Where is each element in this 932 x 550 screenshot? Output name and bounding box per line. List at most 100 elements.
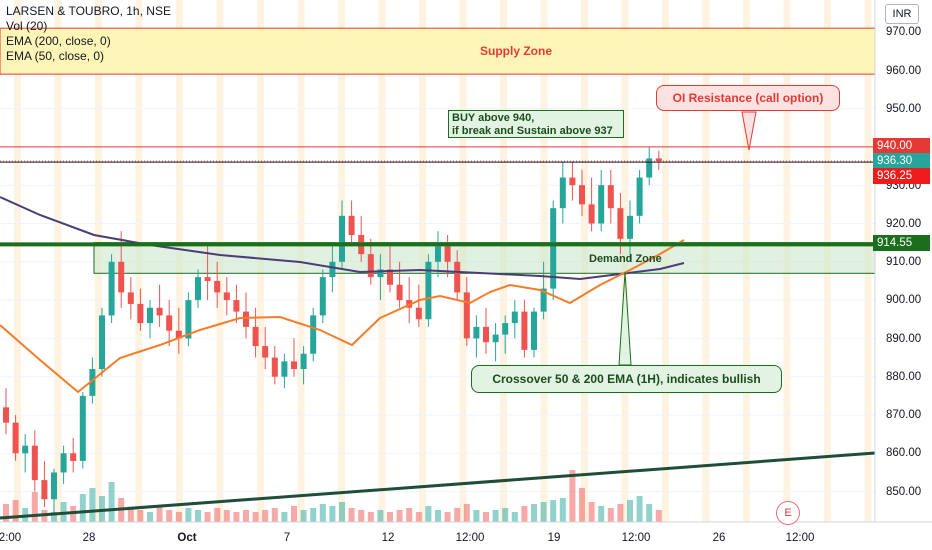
candle-body: [127, 292, 134, 304]
x-tick-4: 7: [283, 532, 291, 544]
volume-bar: [579, 488, 585, 522]
volume-bar: [156, 506, 163, 522]
candle-body: [147, 307, 153, 324]
volume-bar: [511, 512, 518, 522]
legend: LARSEN & TOUBRO, 1h, NSE Vol (20) EMA (2…: [6, 4, 171, 64]
oi-resistance-callout[interactable]: OI Resistance (call option): [656, 85, 840, 111]
candle-body: [118, 261, 125, 293]
volume-bar: [454, 508, 461, 522]
volume-bar: [281, 512, 288, 522]
candle-body: [483, 326, 489, 343]
volume-bar: [319, 504, 326, 522]
candle-body: [627, 215, 633, 239]
volume-bar: [166, 510, 173, 522]
supply-zone-box: [0, 27, 876, 75]
candle-body: [89, 369, 96, 396]
candle-body: [550, 208, 557, 289]
volume-bar: [396, 510, 403, 522]
volume-bar: [89, 488, 96, 522]
candle-body: [636, 177, 643, 216]
y-tick-920: 920.00: [886, 218, 922, 230]
candle-body: [51, 472, 57, 500]
indicator-volume[interactable]: Vol (20): [6, 19, 48, 33]
y-tick-950: 950.00: [886, 103, 922, 115]
volume-bar: [387, 512, 393, 522]
candle-body: [70, 453, 77, 461]
x-tick-10: 12:00: [785, 532, 815, 544]
candle-body: [185, 300, 192, 339]
candle-body: [598, 185, 605, 224]
volume-bar: [243, 510, 249, 522]
volume-bar: [463, 504, 470, 522]
buy-note-line2: if break and Sustain above 937: [452, 125, 613, 137]
candle-body: [204, 277, 211, 281]
candle-body: [12, 422, 19, 454]
candle-body: [559, 177, 566, 209]
volume-bar: [127, 508, 134, 522]
y-tick-890: 890.00: [886, 333, 922, 345]
candle-body: [31, 445, 38, 481]
indicator-ema-50[interactable]: EMA (50, close, 0): [6, 49, 105, 63]
candle-body: [243, 311, 249, 327]
volume-bar: [233, 512, 240, 522]
candle-body: [367, 254, 374, 278]
volume-bar: [348, 508, 355, 522]
candle-body: [540, 288, 547, 312]
candle-body: [502, 323, 509, 335]
candle-body: [492, 334, 499, 343]
buy-note[interactable]: BUY above 940, if break and Sustain abov…: [448, 110, 624, 138]
currency-button[interactable]: INR: [885, 4, 919, 24]
volume-bar: [425, 506, 432, 522]
volume-bar: [252, 512, 259, 522]
candle-body: [300, 353, 307, 370]
volume-bar: [310, 508, 317, 522]
candle-body: [329, 261, 336, 278]
candle-body: [166, 315, 173, 331]
x-tick-8: 12:00: [621, 532, 651, 544]
demand-zone-box: [93, 242, 876, 274]
candle-body: [521, 311, 528, 350]
candle-body: [137, 303, 144, 324]
volume-bar: [540, 502, 547, 522]
price-tag-940: 940.00: [873, 138, 930, 154]
indicator-ema-200[interactable]: EMA (200, close, 0): [6, 34, 111, 48]
x-tick-1: 2:00: [0, 532, 22, 544]
candle-body: [60, 453, 67, 473]
earnings-e-button[interactable]: E: [776, 501, 800, 525]
x-tick-2: 28: [82, 532, 96, 544]
y-tick-850: 850.00: [886, 486, 922, 498]
candle-body: [262, 346, 269, 358]
volume-bar: [79, 494, 86, 522]
symbol-title[interactable]: LARSEN & TOUBRO, 1h, NSE: [6, 4, 171, 18]
demand-zone-label[interactable]: Demand Zone: [589, 253, 662, 265]
volume-bar: [339, 502, 345, 522]
volume-bar: [195, 510, 201, 522]
volume-bar: [214, 508, 221, 522]
volume-bar: [291, 506, 297, 522]
volume-bar: [646, 504, 653, 522]
candle-body: [415, 307, 422, 320]
y-tick-900: 900.00: [886, 294, 922, 306]
candle-body: [291, 361, 297, 370]
candle-body: [223, 292, 230, 301]
volume-bar: [377, 510, 384, 522]
crossover-callout[interactable]: Crossover 50 & 200 EMA (1H), indicates b…: [471, 365, 782, 393]
supply-zone-label[interactable]: Supply Zone: [480, 44, 552, 58]
candle-body: [281, 361, 288, 377]
candle-body: [511, 311, 518, 324]
volume-bar: [636, 496, 643, 522]
candle-body: [79, 395, 86, 461]
candlesticks: [3, 146, 662, 515]
candle-body: [655, 158, 662, 162]
volume-bar: [559, 498, 566, 522]
volume-bar: [271, 508, 278, 522]
volume-bar: [588, 502, 595, 522]
volume-bar: [51, 512, 57, 522]
volume-bar: [607, 508, 614, 522]
volume-bar: [473, 510, 480, 522]
candle-body: [531, 311, 537, 350]
volume-bar: [531, 504, 537, 522]
volume-bar: [627, 500, 633, 522]
